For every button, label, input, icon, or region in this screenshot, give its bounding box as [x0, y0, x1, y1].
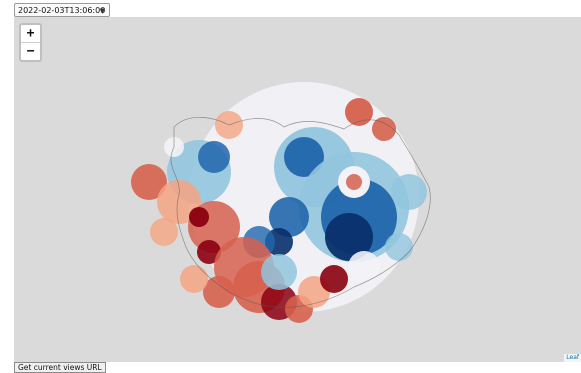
- map-view[interactable]: + − Leaf: [14, 17, 581, 362]
- time-select-value: 2022-02-03T13:06:00: [18, 6, 106, 15]
- heatmap-cell: [203, 276, 235, 308]
- heatmap-cell: [391, 174, 427, 210]
- heatmap-cell: [346, 174, 362, 190]
- chevron-down-icon: ▼: [99, 7, 105, 15]
- zoom-out-button[interactable]: −: [21, 42, 40, 60]
- heatmap-cell: [345, 98, 373, 126]
- heatmap-cell: [269, 197, 309, 237]
- heatmap-cell: [320, 265, 348, 293]
- heatmap-cell: [198, 141, 230, 173]
- heatmap-cell: [180, 265, 208, 293]
- heatmap-cell: [348, 251, 380, 283]
- heatmap-cell: [189, 207, 209, 227]
- heatmap-cell: [131, 164, 167, 200]
- get-current-views-url-button[interactable]: Get current views URL: [14, 362, 106, 373]
- heatmap-cell: [197, 240, 221, 264]
- heatmap-overlay: [131, 82, 431, 323]
- heatmap-cell: [385, 233, 413, 261]
- heatmap-cells: [131, 82, 427, 323]
- heatmap-cell: [372, 117, 396, 141]
- heatmap-cell: [325, 213, 373, 261]
- heatmap-cell: [284, 137, 324, 177]
- map-attribution[interactable]: Leaf: [564, 354, 581, 362]
- coastline: [170, 117, 431, 308]
- time-select[interactable]: 2022-02-03T13:06:00 ▼: [14, 3, 110, 17]
- zoom-control: + −: [19, 23, 42, 62]
- heatmap-cell: [261, 254, 297, 290]
- heatmap-cell: [150, 218, 178, 246]
- zoom-in-button[interactable]: +: [26, 26, 35, 41]
